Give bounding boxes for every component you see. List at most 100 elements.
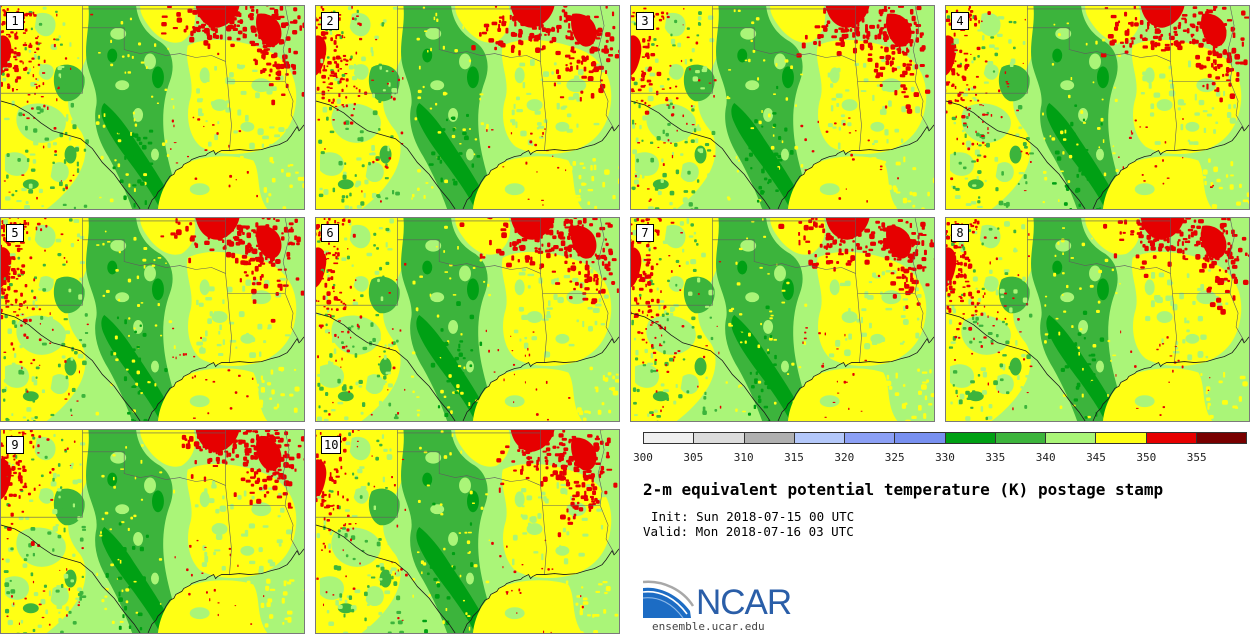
green-patch [952,384,955,387]
yellow-patch [281,597,285,604]
light-green-patch [670,38,676,45]
yellow-patch [167,47,170,50]
red-patch [1,43,4,47]
red-patch [1022,358,1026,361]
yellow-patch [579,162,584,165]
red-patch [1017,318,1020,321]
light-green-patch [29,153,36,156]
red-patch [8,272,11,276]
red-patch [1156,24,1161,27]
yellow-patch [864,160,869,165]
yellow-patch [104,230,107,233]
red-patch [520,232,524,235]
red-patch [185,225,189,232]
red-patch [904,284,910,289]
red-patch [837,218,841,224]
red-patch [1177,45,1183,51]
red-patch [605,32,611,37]
light-green-patch [41,389,46,394]
red-patch [1218,42,1223,46]
red-patch [189,236,195,242]
red-patch [267,18,273,24]
red-patch [1209,186,1213,189]
red-patch [960,297,963,300]
yellow-patch [120,20,124,25]
light-green-patch [980,367,986,372]
red-patch [873,68,879,73]
red-patch [535,388,538,391]
light-green-patch [260,82,266,89]
red-patch [976,290,981,294]
red-patch [559,15,562,21]
red-patch [983,236,987,239]
red-patch [1120,330,1122,334]
yellow-patch [602,374,605,381]
red-patch [1178,21,1182,27]
red-patch [888,19,895,24]
red-patch [361,190,363,193]
red-patch [705,345,708,347]
red-patch [1177,241,1180,247]
red-patch [90,13,94,16]
red-patch [1141,221,1146,228]
light-green-patch [328,152,331,156]
green-patch [633,401,637,405]
red-patch [274,63,277,68]
member-label: 7 [636,224,654,242]
red-patch [15,278,19,280]
red-patch [1235,61,1241,65]
red-patch [973,221,977,224]
red-patch [842,123,846,126]
green-patch [690,208,694,209]
red-patch [618,49,619,54]
green-patch [11,319,16,325]
dark-green-patch [755,371,758,375]
red-patch [20,268,23,273]
light-green-patch [953,121,957,125]
red-patch [865,35,869,39]
red-patch [37,63,41,66]
yellow-patch [236,418,240,421]
dark-green-patch [124,357,127,362]
yellow-patch [1195,198,1200,205]
light-green-patch [278,127,285,132]
yellow-patch [271,177,276,183]
red-patch [510,132,513,135]
light-green-patch [519,338,522,342]
green-patch [964,133,967,138]
red-patch [10,342,14,346]
red-patch [1185,218,1192,220]
red-patch [16,267,20,271]
yellow-patch [418,65,421,70]
red-patch [1231,264,1238,269]
dark-green-patch [1066,360,1071,364]
light-green-patch [662,240,669,244]
red-patch [890,44,896,50]
red-patch [979,104,983,106]
red-patch [545,249,551,253]
red-patch [333,262,339,265]
red-patch [569,36,574,41]
green-patch [1017,105,1023,110]
green-patch [696,288,700,291]
red-patch [317,233,321,237]
light-green-patch [677,42,682,48]
light-green-patch [705,376,708,380]
light-green-patch [257,78,261,86]
red-patch [1162,406,1166,409]
red-patch [3,180,6,182]
light-green-patch [3,378,9,383]
yellow-patch [1180,371,1185,378]
red-patch [1169,35,1175,41]
red-patch [895,15,901,20]
red-patch [838,197,842,200]
red-patch [877,274,881,278]
red-patch [245,274,249,277]
yellow-patch [435,102,438,106]
red-patch [339,67,343,70]
green-patch [669,190,675,196]
red-patch [807,250,811,255]
light-green-patch [959,393,965,400]
red-patch [881,247,886,251]
red-patch [287,257,291,260]
